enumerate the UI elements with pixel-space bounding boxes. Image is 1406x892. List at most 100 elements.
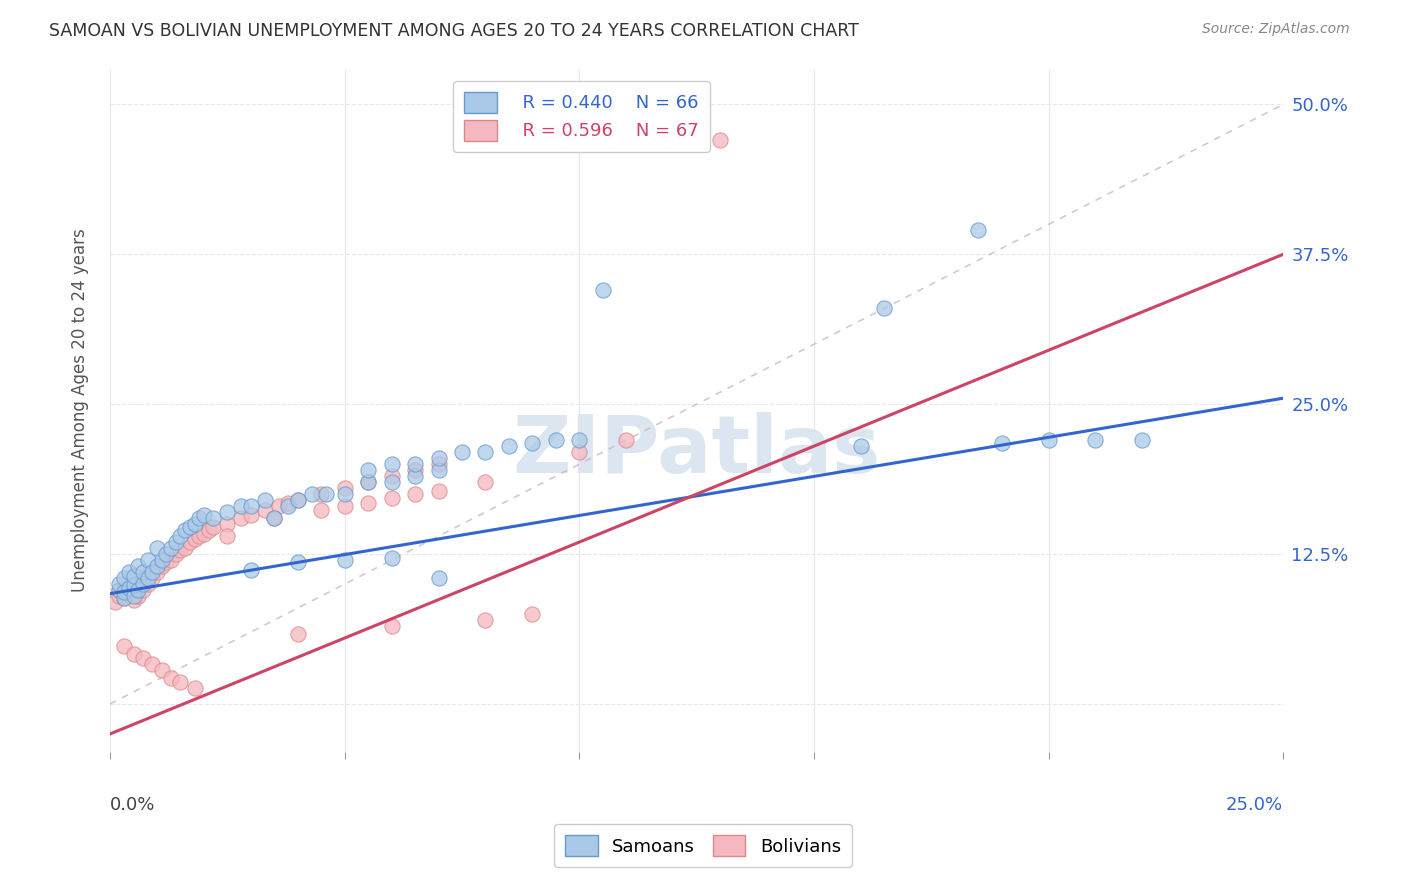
- Point: [118, 587, 141, 601]
- Point: [160, 553, 183, 567]
- Point: [112, 585, 135, 599]
- Point: [169, 543, 191, 558]
- Point: [287, 493, 309, 508]
- Point: [132, 565, 155, 579]
- Point: [592, 283, 614, 297]
- Point: [136, 571, 159, 585]
- Point: [108, 577, 131, 591]
- Text: SAMOAN VS BOLIVIAN UNEMPLOYMENT AMONG AGES 20 TO 24 YEARS CORRELATION CHART: SAMOAN VS BOLIVIAN UNEMPLOYMENT AMONG AG…: [49, 22, 859, 40]
- Point: [118, 565, 141, 579]
- Point: [1084, 433, 1107, 447]
- Point: [1130, 433, 1153, 447]
- Point: [122, 578, 145, 592]
- Point: [155, 547, 177, 561]
- Text: 25.0%: 25.0%: [1226, 797, 1284, 814]
- Point: [136, 553, 159, 567]
- Point: [165, 547, 187, 561]
- Point: [849, 439, 872, 453]
- Point: [108, 589, 131, 603]
- Point: [1038, 433, 1060, 447]
- Point: [253, 493, 276, 508]
- Point: [155, 556, 177, 570]
- Point: [381, 550, 404, 565]
- Text: Source: ZipAtlas.com: Source: ZipAtlas.com: [1202, 22, 1350, 37]
- Point: [132, 583, 155, 598]
- Point: [141, 571, 163, 585]
- Point: [357, 475, 380, 490]
- Point: [990, 435, 1012, 450]
- Point: [146, 541, 169, 555]
- Legend:   R = 0.440    N = 66,   R = 0.596    N = 67: R = 0.440 N = 66, R = 0.596 N = 67: [453, 81, 710, 152]
- Point: [217, 517, 239, 532]
- Point: [122, 647, 145, 661]
- Point: [112, 591, 135, 606]
- Point: [112, 583, 135, 598]
- Point: [231, 511, 253, 525]
- Point: [498, 439, 520, 453]
- Point: [309, 487, 332, 501]
- Point: [568, 433, 591, 447]
- Point: [127, 583, 149, 598]
- Point: [132, 577, 155, 591]
- Point: [427, 571, 450, 585]
- Point: [315, 487, 337, 501]
- Point: [287, 493, 309, 508]
- Point: [108, 583, 131, 598]
- Point: [112, 571, 135, 585]
- Point: [183, 532, 205, 546]
- Point: [427, 483, 450, 498]
- Point: [188, 529, 211, 543]
- Legend: Samoans, Bolivians: Samoans, Bolivians: [554, 824, 852, 867]
- Point: [239, 563, 262, 577]
- Point: [132, 651, 155, 665]
- Point: [333, 553, 356, 567]
- Point: [202, 511, 225, 525]
- Point: [404, 487, 426, 501]
- Point: [873, 301, 896, 316]
- Point: [146, 559, 169, 574]
- Point: [709, 133, 731, 147]
- Point: [357, 463, 380, 477]
- Point: [169, 675, 191, 690]
- Point: [267, 499, 290, 513]
- Point: [381, 469, 404, 483]
- Point: [174, 523, 197, 537]
- Point: [112, 591, 135, 606]
- Point: [132, 571, 155, 585]
- Point: [122, 589, 145, 603]
- Point: [427, 451, 450, 466]
- Point: [287, 556, 309, 570]
- Point: [165, 535, 187, 549]
- Point: [239, 499, 262, 513]
- Point: [381, 491, 404, 505]
- Point: [263, 511, 285, 525]
- Point: [141, 565, 163, 579]
- Text: ZIPatlas: ZIPatlas: [512, 412, 880, 491]
- Point: [174, 541, 197, 555]
- Point: [381, 475, 404, 490]
- Point: [357, 475, 380, 490]
- Point: [474, 445, 496, 459]
- Point: [127, 577, 149, 591]
- Point: [169, 529, 191, 543]
- Point: [179, 535, 201, 549]
- Point: [544, 433, 567, 447]
- Point: [427, 463, 450, 477]
- Point: [522, 435, 544, 450]
- Point: [122, 592, 145, 607]
- Point: [179, 519, 201, 533]
- Point: [104, 595, 127, 609]
- Point: [188, 511, 211, 525]
- Point: [451, 445, 474, 459]
- Y-axis label: Unemployment Among Ages 20 to 24 years: Unemployment Among Ages 20 to 24 years: [72, 228, 89, 592]
- Point: [967, 223, 990, 237]
- Point: [118, 579, 141, 593]
- Point: [193, 508, 215, 522]
- Point: [614, 433, 637, 447]
- Point: [122, 568, 145, 582]
- Point: [404, 463, 426, 477]
- Point: [217, 505, 239, 519]
- Point: [141, 657, 163, 672]
- Point: [427, 457, 450, 471]
- Point: [197, 523, 219, 537]
